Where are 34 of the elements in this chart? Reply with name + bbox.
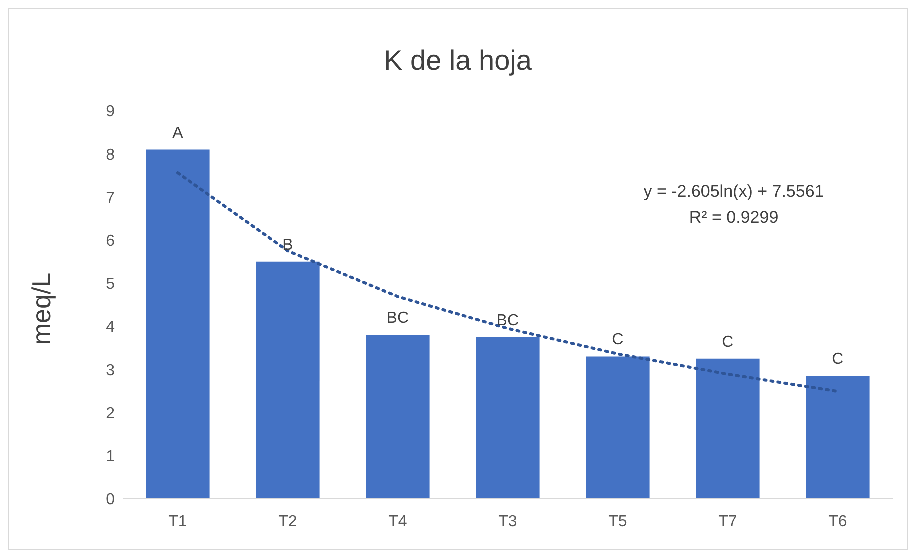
bar	[366, 335, 430, 499]
x-tick-label: T2	[278, 513, 298, 530]
x-tick-label: T4	[388, 513, 408, 530]
y-tick-label: 4	[106, 319, 116, 336]
y-tick-label: 0	[106, 492, 116, 509]
y-tick-label: 8	[106, 146, 116, 164]
y-tick-label: 3	[106, 362, 116, 380]
data-label: C	[722, 334, 734, 351]
data-label: C	[612, 332, 624, 349]
x-tick-label: T7	[718, 513, 738, 530]
bar	[586, 356, 650, 499]
data-label: C	[832, 351, 844, 368]
x-tick-label: T5	[608, 513, 628, 530]
bar	[696, 358, 760, 499]
data-label: B	[282, 236, 294, 254]
x-tick-label: T1	[168, 513, 188, 530]
bar	[146, 150, 210, 499]
bar	[256, 262, 320, 499]
y-tick-label: 2	[106, 405, 116, 422]
y-tick-label: 1	[106, 448, 116, 466]
data-label: BC	[386, 310, 410, 328]
chart-title: K de la hoja	[383, 45, 533, 77]
data-label: BC	[496, 312, 520, 330]
y-tick-label: 9	[106, 104, 116, 121]
x-tick-label: T3	[498, 513, 518, 530]
annotation: y = -2.605ln(x) + 7.5561 R² = 0.9299	[642, 181, 826, 229]
bar	[476, 337, 540, 499]
y-tick-label: 7	[106, 190, 116, 207]
y-tick-label: 5	[106, 276, 116, 294]
bar	[806, 376, 870, 499]
y-axis-title: meq/L	[26, 272, 58, 346]
x-tick-label: T6	[828, 513, 848, 530]
data-label: A	[172, 124, 184, 142]
y-tick-label: 6	[106, 233, 116, 250]
